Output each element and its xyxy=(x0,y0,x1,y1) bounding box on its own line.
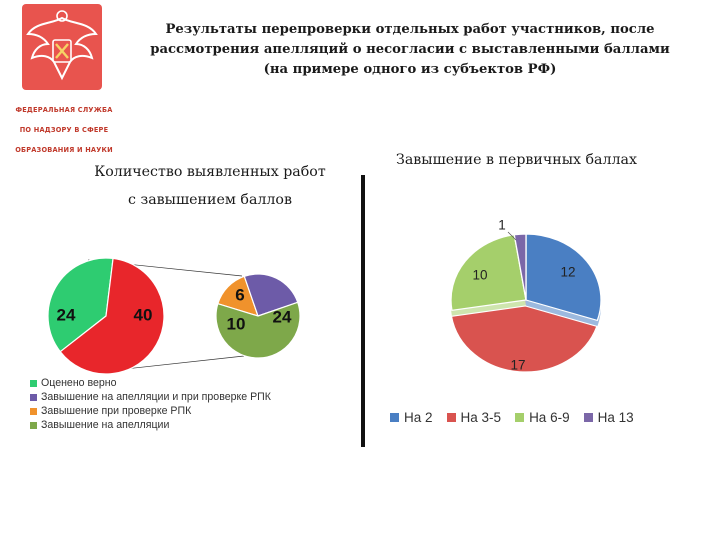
data-label: 24 xyxy=(57,305,76,324)
data-label: 10 xyxy=(227,314,246,333)
left-legend: Оценено верно Завышение на апелляции и пр… xyxy=(30,376,271,432)
agency-name: ФЕДЕРАЛЬНАЯ СЛУЖБА ПО НАДЗОРУ В СФЕРЕ ОБ… xyxy=(14,100,114,160)
legend-label: На 13 xyxy=(597,410,634,425)
heading-line: Количество выявленных работ xyxy=(94,164,326,180)
panel-divider xyxy=(361,175,365,447)
legend-item: На 6-9 xyxy=(515,410,570,425)
legend-item: Завышение при проверке РПК xyxy=(30,404,271,418)
pie-slice xyxy=(450,305,598,373)
data-label: 10 xyxy=(472,268,487,283)
data-label: 6 xyxy=(235,285,244,304)
title-line: рассмотрения апелляций о несогласии с вы… xyxy=(150,42,670,57)
heading-line: с завышением баллов xyxy=(128,192,292,208)
legend-swatch xyxy=(30,421,37,429)
data-label: 24 xyxy=(273,307,292,326)
pie-slice xyxy=(243,273,299,317)
pie-slice xyxy=(513,233,527,301)
right-legend: На 2 На 3-5 На 6-9 На 13 xyxy=(390,410,648,425)
legend-swatch xyxy=(515,413,525,422)
pie-slice xyxy=(215,301,301,359)
pie-slice xyxy=(525,233,602,322)
agency-line: ОБРАЗОВАНИЯ И НАУКИ xyxy=(15,146,113,154)
legend-label: Завышение при проверке РПК xyxy=(41,405,192,417)
legend-item: На 13 xyxy=(583,410,634,425)
legend-swatch xyxy=(583,413,593,422)
data-label: 1 xyxy=(498,218,506,233)
data-label: 40 xyxy=(134,305,153,324)
legend-label: Оценено верно xyxy=(41,377,117,389)
legend-label: На 3-5 xyxy=(460,410,502,425)
legend-item: На 3-5 xyxy=(446,410,502,425)
data-label: 17 xyxy=(510,358,525,373)
title-line: Результаты перепроверки отдельных работ … xyxy=(165,22,655,37)
legend-swatch xyxy=(446,413,456,422)
agency-line: ПО НАДЗОРУ В СФЕРЕ xyxy=(19,126,109,134)
legend-swatch xyxy=(30,407,37,415)
title-line: (на примере одного из субъектов РФ) xyxy=(263,62,557,77)
legend-item: Завышение на апелляции и при проверке РП… xyxy=(30,390,271,404)
legend-item: На 2 xyxy=(390,410,433,425)
agency-line: ФЕДЕРАЛЬНАЯ СЛУЖБА xyxy=(15,106,113,114)
legend-label: Завышение на апелляции и при проверке РП… xyxy=(41,391,271,403)
pie-slice xyxy=(450,234,527,311)
legend-swatch xyxy=(390,413,399,422)
pie-slice xyxy=(59,257,165,375)
right-panel-heading: Завышение в первичных баллах xyxy=(396,152,637,168)
pie-slice xyxy=(47,257,114,353)
legend-swatch xyxy=(30,379,37,387)
data-label: 12 xyxy=(560,265,575,280)
legend-label: На 2 xyxy=(404,410,433,425)
page-title: Результаты перепроверки отдельных работ … xyxy=(120,20,700,80)
legend-label: На 6-9 xyxy=(529,410,570,425)
legend-item: Оценено верно xyxy=(30,376,271,390)
emblem-logo xyxy=(22,4,102,90)
legend-swatch xyxy=(30,393,37,401)
leader-line xyxy=(507,231,517,241)
left-panel-heading: Количество выявленных работ с завышением… xyxy=(60,158,360,214)
eagle-emblem-icon xyxy=(26,10,98,81)
legend-item: Завышение на апелляции xyxy=(30,418,271,432)
legend-label: Завышение на апелляции xyxy=(41,419,170,431)
